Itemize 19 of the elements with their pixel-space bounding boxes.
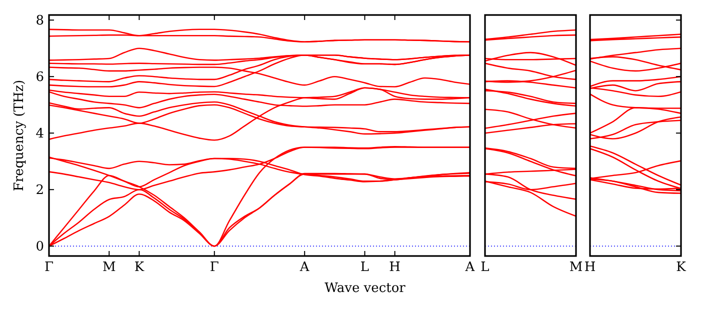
x-tick-label: M <box>569 260 583 275</box>
x-tick-label: A <box>464 260 476 275</box>
y-tick-label: 2 <box>36 183 44 198</box>
y-axis-title: Frequency (THz) <box>12 80 27 192</box>
y-tick-label: 0 <box>36 240 44 255</box>
x-tick-label: L <box>360 260 370 275</box>
x-tick-label: M <box>102 260 116 275</box>
x-tick-label: H <box>389 260 400 275</box>
y-tick-label: 8 <box>36 14 44 29</box>
x-tick-label: K <box>134 260 144 275</box>
x-tick-label: L <box>480 260 490 275</box>
y-tick-label: 4 <box>36 126 44 142</box>
x-tick-label: H <box>584 260 596 275</box>
x-tick-label: Γ <box>210 260 219 275</box>
y-tick-label: 6 <box>36 70 44 86</box>
x-tick-label: Γ <box>44 260 54 275</box>
x-tick-label: A <box>298 260 310 275</box>
x-tick-label: K <box>676 260 686 275</box>
x-axis-title: Wave vector <box>324 281 406 296</box>
